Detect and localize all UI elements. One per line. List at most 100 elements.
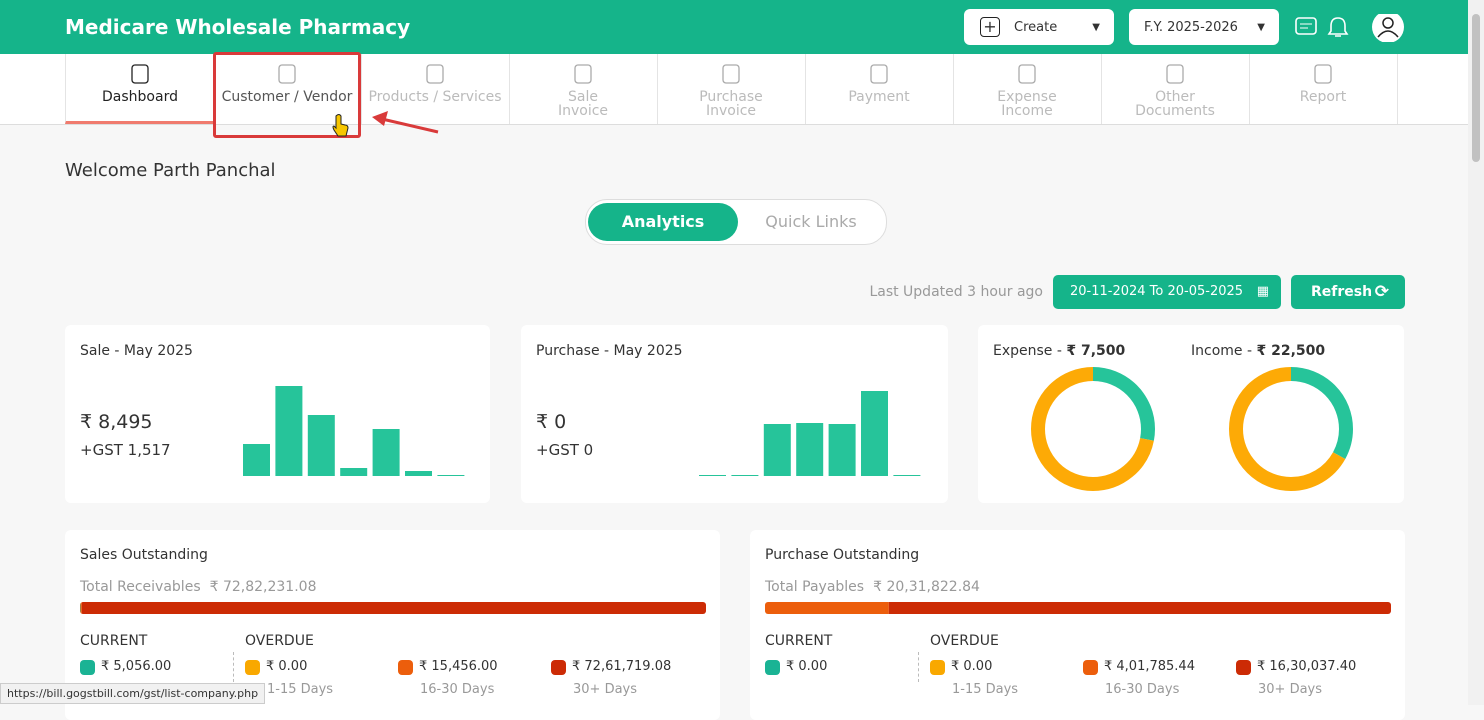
icon-shape xyxy=(427,65,443,83)
analytics-tab[interactable]: Analytics xyxy=(588,203,738,241)
tab-icon xyxy=(1311,63,1335,85)
bar xyxy=(275,386,302,476)
icon-shape xyxy=(575,65,591,83)
refresh-label: Refresh xyxy=(1311,284,1372,300)
icon-shape xyxy=(723,65,739,83)
amount: ₹ 0 xyxy=(536,411,566,433)
nav-tab[interactable]: Report xyxy=(1249,54,1398,124)
total-row: Total Payables₹ 20,31,822.84 xyxy=(765,579,980,595)
date-range-label: 20-11-2024 To 20-05-2025 xyxy=(1070,284,1243,299)
bar-segment xyxy=(889,602,1391,614)
tab-icon xyxy=(1163,63,1187,85)
gst: +GST 0 xyxy=(536,441,593,459)
fy-label: F.Y. 2025-2026 xyxy=(1144,20,1238,35)
bar xyxy=(699,475,726,476)
create-button[interactable]: + Create ▼ xyxy=(964,9,1114,45)
bucket-amount: ₹ 16,30,037.40 xyxy=(1257,659,1356,674)
tab-icon xyxy=(867,63,891,85)
icon-shape xyxy=(1019,65,1035,83)
purchase-outstanding-card: Purchase Outstanding Total Payables₹ 20,3… xyxy=(750,530,1405,720)
card-title: Purchase - May 2025 xyxy=(536,343,683,359)
total-amount: ₹ 20,31,822.84 xyxy=(873,579,980,595)
brand: Medicare Wholesale Pharmacy xyxy=(65,15,410,39)
bucket-amount: ₹ 5,056.00 xyxy=(101,659,171,674)
page: Medicare Wholesale Pharmacy + Create ▼ F… xyxy=(0,0,1484,705)
bar xyxy=(243,444,270,476)
bar-chart xyxy=(696,380,936,480)
nav-tab[interactable]: Payment xyxy=(805,54,954,124)
bar xyxy=(373,429,400,476)
bar xyxy=(308,415,335,476)
bucket-amount: ₹ 72,61,719.08 xyxy=(572,659,671,674)
icon-shape xyxy=(132,65,148,83)
nav-tab[interactable]: Dashboard xyxy=(65,54,215,124)
tab-label: Sale Invoice xyxy=(509,90,657,118)
bar-chart xyxy=(240,380,480,480)
status-url: https://bill.gogstbill.com/gst/list-comp… xyxy=(0,683,265,704)
tab-label: Dashboard xyxy=(66,90,214,104)
total-amount: ₹ 72,82,231.08 xyxy=(210,579,317,595)
gst: +GST 1,517 xyxy=(80,441,171,459)
tab-label: Payment xyxy=(805,90,953,104)
expense-income-card: Expense - ₹ 7,500 Income - ₹ 22,500 xyxy=(978,325,1404,503)
scrollbar xyxy=(1468,0,1484,705)
bucket-days: 16-30 Days xyxy=(420,682,494,697)
bar xyxy=(437,475,464,476)
divider xyxy=(918,652,919,682)
refresh-button[interactable]: Refresh⟳ xyxy=(1291,275,1405,309)
tab-icon xyxy=(423,63,447,85)
header-icons[interactable] xyxy=(1294,14,1406,42)
tab-icon xyxy=(571,63,595,85)
bar-segment xyxy=(765,602,889,614)
tab-label: Expense Income xyxy=(953,90,1101,118)
nav-tab[interactable]: Expense Income xyxy=(953,54,1102,124)
tab-label: Products / Services xyxy=(361,90,509,104)
bucket-amount: ₹ 0.00 xyxy=(266,659,307,674)
outstanding-bar xyxy=(765,602,1391,614)
bar xyxy=(731,475,758,476)
nav-tab[interactable]: Sale Invoice xyxy=(509,54,658,124)
nav-tab[interactable]: Other Documents xyxy=(1101,54,1250,124)
tab-icon xyxy=(719,63,743,85)
bucket-swatch xyxy=(930,660,945,675)
bar xyxy=(861,391,888,476)
bucket-days: 16-30 Days xyxy=(1105,682,1179,697)
bar xyxy=(340,468,367,476)
bar xyxy=(764,424,791,476)
create-label: Create xyxy=(1014,20,1057,35)
bar xyxy=(893,475,920,476)
quick-links-tab[interactable]: Quick Links xyxy=(736,203,886,241)
icon-shape xyxy=(1315,65,1331,83)
overdue-label: OVERDUE xyxy=(930,633,999,649)
bucket-swatch xyxy=(80,660,95,675)
total-row: Total Receivables ₹ 72,82,231.08 xyxy=(80,579,316,595)
bucket-amount: ₹ 15,456.00 xyxy=(419,659,498,674)
current-label: CURRENT xyxy=(765,633,832,649)
total-label: Total Receivables xyxy=(80,579,201,595)
tab-label: Other Documents xyxy=(1101,90,1249,118)
income-label: Income - xyxy=(1191,343,1252,359)
purchase-card: Purchase - May 2025 ₹ 0 +GST 0 xyxy=(521,325,948,503)
header: Medicare Wholesale Pharmacy + Create ▼ F… xyxy=(0,0,1468,54)
card-title: Purchase Outstanding xyxy=(765,547,919,563)
bucket-swatch xyxy=(398,660,413,675)
bucket-amount: ₹ 4,01,785.44 xyxy=(1104,659,1195,674)
expense-label: Expense - xyxy=(993,343,1062,359)
income-amount: ₹ 22,500 xyxy=(1256,343,1325,359)
tab-label: Report xyxy=(1249,90,1397,104)
tab-icon xyxy=(128,63,152,85)
tab-label: Purchase Invoice xyxy=(657,90,805,118)
date-range[interactable]: 20-11-2024 To 20-05-2025▦ xyxy=(1053,275,1281,309)
outstanding-bar xyxy=(80,602,706,614)
expense-amount: ₹ 7,500 xyxy=(1066,343,1125,359)
bar xyxy=(796,423,823,476)
annotation-arrow xyxy=(330,108,445,138)
last-updated: Last Updated 3 hour ago xyxy=(820,284,1043,300)
tab-toggle: Analytics Quick Links xyxy=(585,199,887,245)
donut-chart xyxy=(1028,364,1158,494)
sale-card: Sale - May 2025 ₹ 8,495 +GST 1,517 xyxy=(65,325,490,503)
fy-select[interactable]: F.Y. 2025-2026 ▼ xyxy=(1129,9,1279,45)
bar xyxy=(829,424,856,476)
nav-tab[interactable]: Purchase Invoice xyxy=(657,54,806,124)
tab-icon xyxy=(1015,63,1039,85)
